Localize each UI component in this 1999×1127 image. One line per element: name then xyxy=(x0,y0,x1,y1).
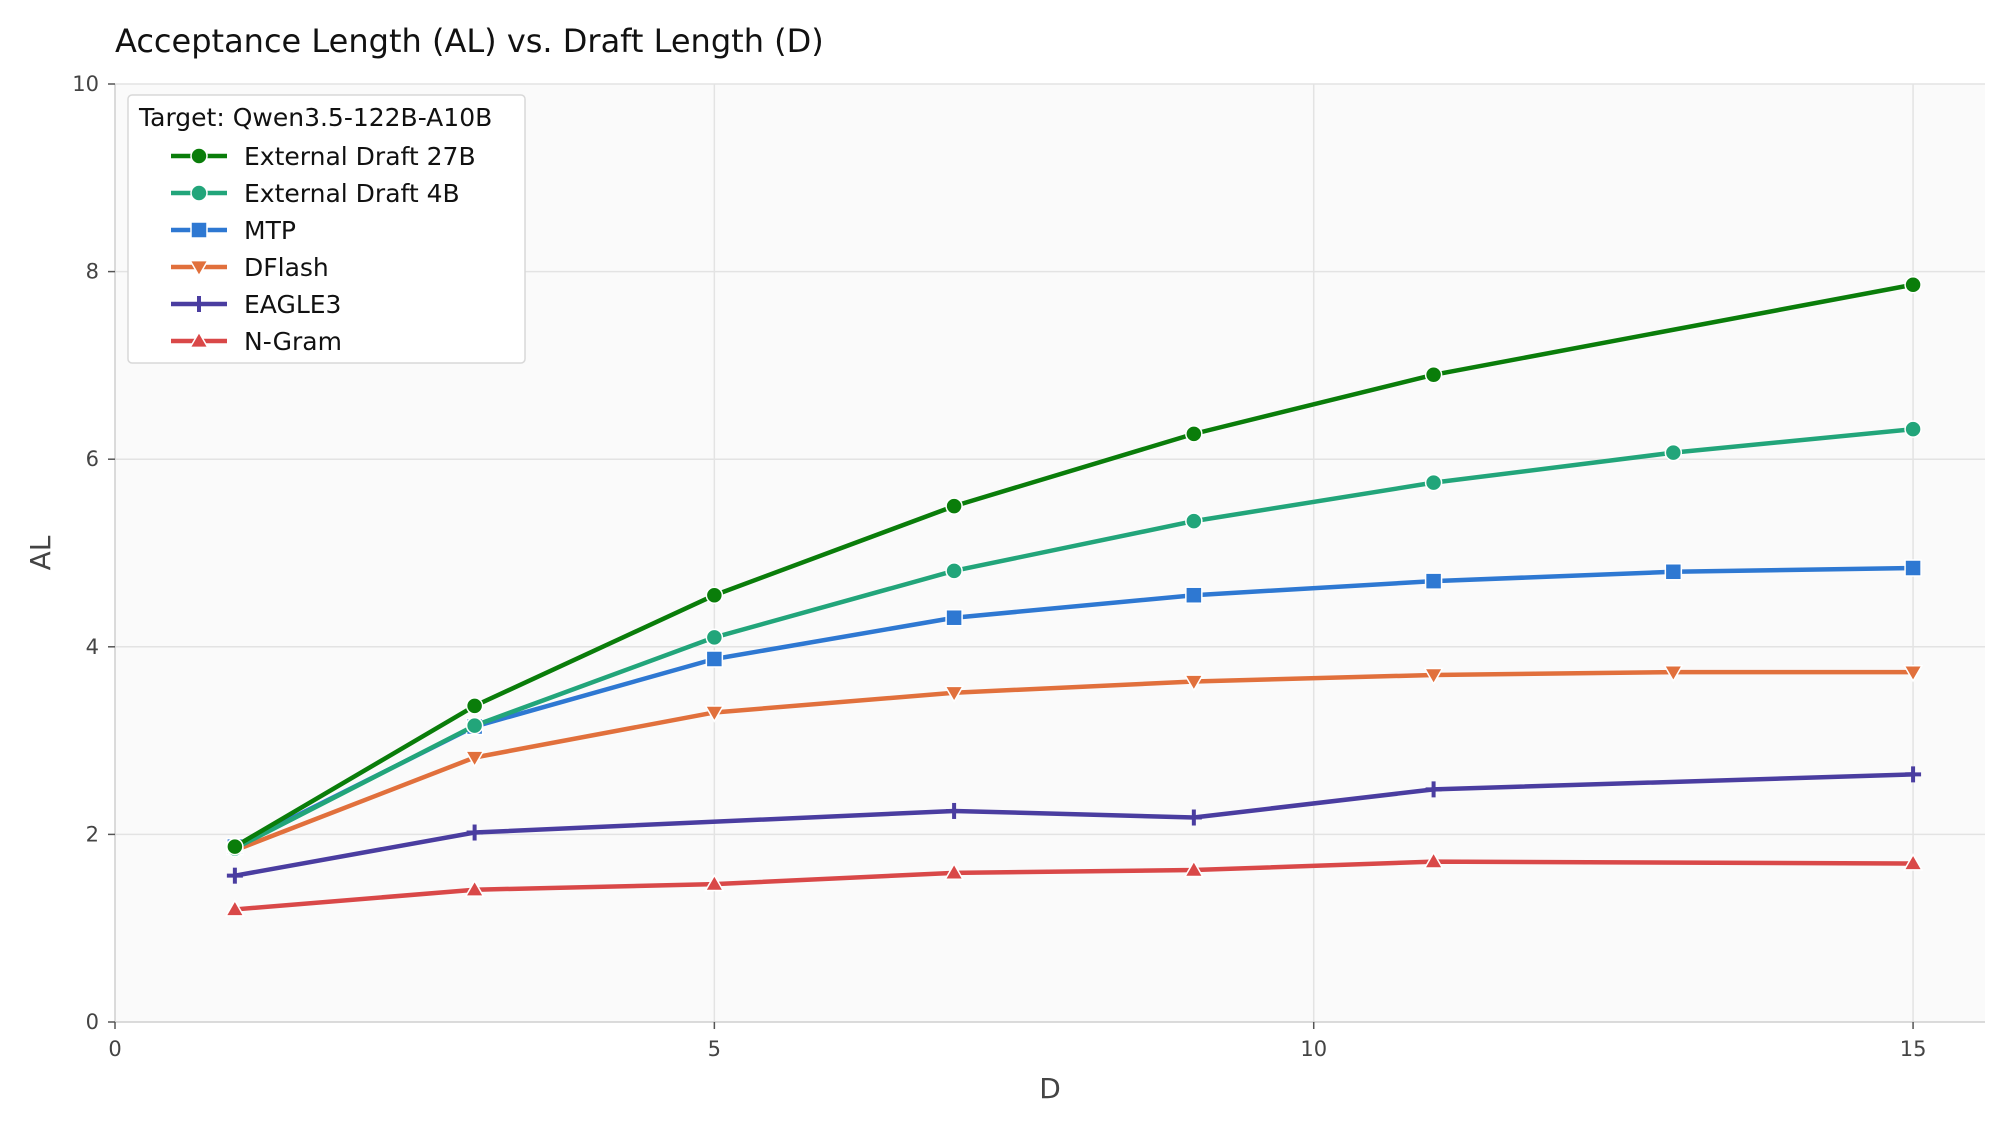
legend: Target: Qwen3.5-122B-A10B External Draft… xyxy=(127,94,526,364)
data-point-eagle3 xyxy=(946,802,963,819)
data-point-mtp xyxy=(1185,586,1203,604)
legend-item-external-draft-27b: External Draft 27B xyxy=(171,142,476,171)
series-layer xyxy=(224,275,1924,917)
data-point-external-draft-27b xyxy=(705,586,724,604)
data-point-dflash xyxy=(1183,674,1204,692)
legend-box xyxy=(127,94,526,364)
data-point-mtp xyxy=(945,608,963,627)
series-line-external-draft-4b xyxy=(232,426,1916,851)
chart-title: Acceptance Length (AL) vs. Draft Length … xyxy=(115,22,824,60)
data-point-external-draft-4b xyxy=(1904,420,1922,438)
y-axis-ticks: 0 2 4 6 8 10 xyxy=(72,72,115,1034)
legend-label: External Draft 27B xyxy=(244,142,476,171)
data-point-external-draft-4b xyxy=(945,562,963,580)
legend-label: MTP xyxy=(244,216,296,245)
legend-label: DFlash xyxy=(244,253,329,282)
data-point-n-gram xyxy=(1183,859,1204,878)
series-external-draft-27b xyxy=(226,275,1922,856)
data-point-external-draft-27b xyxy=(945,497,963,515)
x-tick-label: 0 xyxy=(108,1037,121,1061)
y-tick-label: 2 xyxy=(86,822,99,846)
data-point-external-draft-27b xyxy=(1904,275,1922,294)
legend-item-dflash: DFlash xyxy=(171,253,329,282)
data-point-n-gram xyxy=(944,862,965,881)
data-point-external-draft-4b xyxy=(1185,512,1203,530)
legend-label: EAGLE3 xyxy=(244,290,341,319)
x-axis-ticks: 0 5 10 15 xyxy=(108,1022,1926,1061)
data-point-dflash xyxy=(944,685,965,704)
data-point-external-draft-27b xyxy=(1424,366,1443,384)
data-point-dflash xyxy=(704,705,725,723)
legend-swatch-marker xyxy=(191,296,207,312)
y-tick-label: 0 xyxy=(86,1010,99,1034)
data-point-n-gram xyxy=(1423,851,1444,869)
y-tick-label: 6 xyxy=(86,447,99,471)
legend-label: External Draft 4B xyxy=(244,179,460,208)
data-point-external-draft-27b xyxy=(465,697,484,715)
data-point-external-draft-4b xyxy=(705,628,724,647)
axes xyxy=(114,84,1985,1023)
series-line-dflash xyxy=(232,669,1916,853)
data-point-dflash xyxy=(1902,664,1924,683)
data-point-mtp xyxy=(1904,559,1922,577)
legend-label: N-Gram xyxy=(244,327,342,356)
data-point-external-draft-4b xyxy=(1424,473,1443,492)
legend-swatch-marker xyxy=(188,330,210,349)
legend-swatch-marker xyxy=(190,184,208,202)
legend-item-mtp: MTP xyxy=(171,216,296,245)
data-point-eagle3 xyxy=(1425,781,1442,798)
y-tick-label: 4 xyxy=(86,635,99,659)
legend-swatch-marker xyxy=(188,259,210,278)
data-point-eagle3 xyxy=(226,867,243,884)
data-point-n-gram xyxy=(704,873,725,892)
y-tick-label: 10 xyxy=(72,72,99,96)
data-point-n-gram xyxy=(464,879,485,897)
data-point-n-gram xyxy=(224,899,245,917)
data-point-eagle3 xyxy=(1905,766,1922,783)
x-tick-label: 15 xyxy=(1900,1037,1927,1061)
legend-item-external-draft-4b: External Draft 4B xyxy=(171,179,460,208)
legend-entries: External Draft 27B External Draft 4B MTP DF… xyxy=(171,142,476,356)
legend-item-n-gram: N-Gram xyxy=(171,327,342,356)
data-point-eagle3 xyxy=(1185,809,1202,826)
series-n-gram xyxy=(224,851,1924,917)
data-point-external-draft-4b xyxy=(465,716,484,735)
data-point-eagle3 xyxy=(466,824,483,841)
data-point-external-draft-4b xyxy=(1664,443,1683,462)
y-axis-label: AL xyxy=(24,535,57,570)
data-point-external-draft-27b xyxy=(1185,425,1203,443)
x-axis-label: D xyxy=(1039,1072,1061,1105)
data-point-dflash xyxy=(464,750,485,768)
series-line-eagle3 xyxy=(232,772,1916,878)
series-eagle3 xyxy=(226,766,1922,884)
data-point-mtp xyxy=(705,650,724,668)
legend-item-eagle3: EAGLE3 xyxy=(171,290,341,319)
legend-swatch-marker xyxy=(190,221,208,239)
data-point-dflash xyxy=(1423,667,1444,686)
data-point-n-gram xyxy=(1902,853,1924,871)
legend-swatch-marker xyxy=(190,147,208,165)
x-tick-label: 10 xyxy=(1300,1037,1327,1061)
series-line-mtp xyxy=(232,565,1916,849)
data-point-mtp xyxy=(1424,572,1443,590)
x-tick-label: 5 xyxy=(708,1037,721,1061)
y-tick-label: 8 xyxy=(86,260,99,284)
data-point-mtp xyxy=(1664,563,1683,581)
data-point-external-draft-27b xyxy=(226,837,244,856)
legend-title: Target: Qwen3.5-122B-A10B xyxy=(138,103,492,132)
data-point-dflash xyxy=(1663,664,1684,683)
